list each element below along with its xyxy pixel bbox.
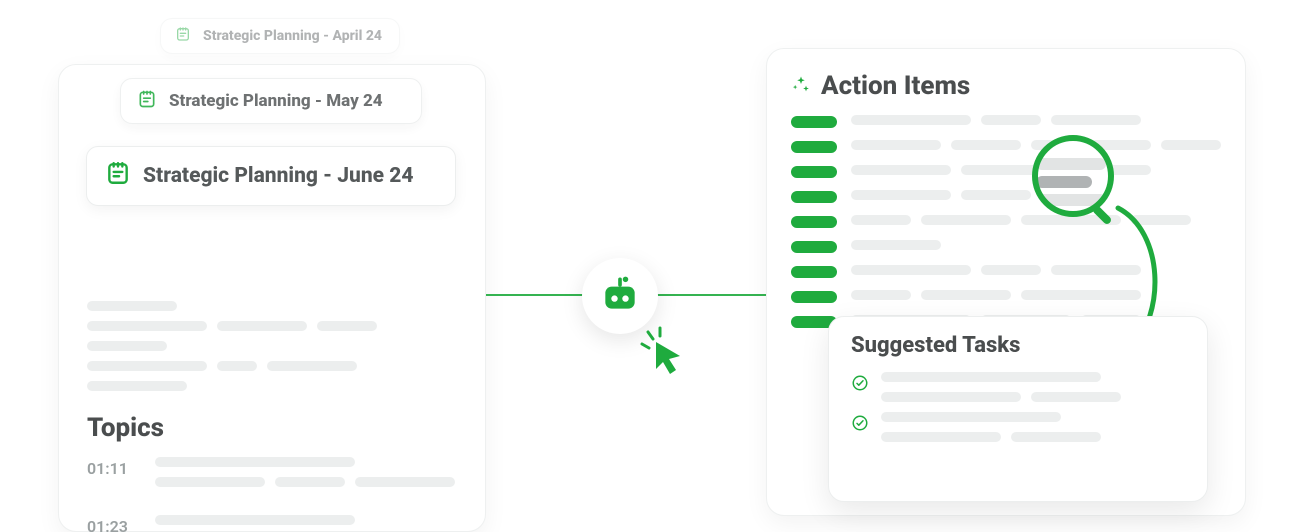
bullet-icon <box>791 166 837 178</box>
topic-item: 01:23 <box>87 515 457 532</box>
suggested-tasks-heading: Suggested Tasks <box>851 333 1185 358</box>
bullet-icon <box>791 116 837 128</box>
ai-bot-button[interactable] <box>582 258 658 334</box>
topic-timestamp: 01:23 <box>87 515 137 532</box>
bullet-icon <box>791 141 837 153</box>
topic-timestamp: 01:11 <box>87 457 137 497</box>
bullet-icon <box>791 266 837 278</box>
topics-heading: Topics <box>87 413 457 443</box>
action-item-row <box>791 215 1221 228</box>
meeting-chip[interactable]: Strategic Planning - June 24 <box>86 146 456 206</box>
note-icon <box>175 26 191 46</box>
bullet-icon <box>791 216 837 228</box>
bullet-icon <box>791 291 837 303</box>
action-item-row <box>791 240 1221 253</box>
bullet-icon <box>791 191 837 203</box>
meeting-chip-label: Strategic Planning - May 24 <box>169 91 383 111</box>
topic-item: 01:11 <box>87 457 457 497</box>
action-item-row <box>791 265 1221 278</box>
meeting-chip-label: Strategic Planning - April 24 <box>203 28 382 44</box>
meeting-chip[interactable]: Strategic Planning - May 24 <box>120 78 422 124</box>
note-icon <box>105 160 131 192</box>
check-circle-icon <box>851 374 869 396</box>
suggested-task-row[interactable] <box>851 372 1185 402</box>
bullet-icon <box>791 241 837 253</box>
suggested-task-row[interactable] <box>851 412 1185 442</box>
cursor-click-icon <box>636 324 684 380</box>
action-item-row <box>791 190 1221 203</box>
action-item-row <box>791 140 1221 153</box>
action-item-row <box>791 290 1221 303</box>
summary-block <box>87 301 457 391</box>
action-item-row <box>791 165 1221 178</box>
check-circle-icon <box>851 414 869 436</box>
action-item-row <box>791 115 1221 128</box>
note-icon <box>137 89 157 114</box>
sparkles-icon <box>791 74 811 98</box>
suggested-tasks-card: Suggested Tasks <box>828 316 1208 502</box>
meeting-notes-panel: Topics 01:11 01:23 <box>58 64 486 532</box>
bot-icon <box>598 272 642 320</box>
meeting-chip-label: Strategic Planning - June 24 <box>143 164 414 188</box>
meeting-chip[interactable]: Strategic Planning - April 24 <box>160 18 400 54</box>
action-items-heading: Action Items <box>821 71 970 101</box>
